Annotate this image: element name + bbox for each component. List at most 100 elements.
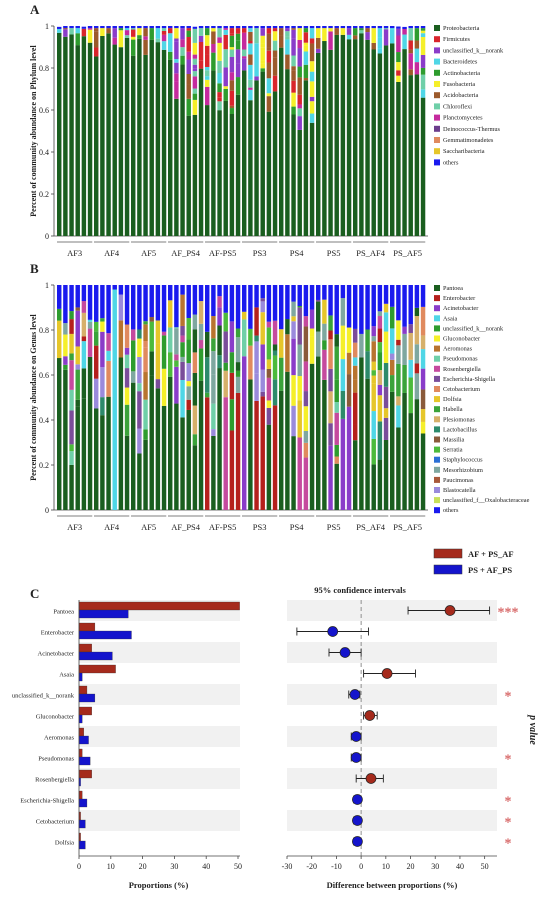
bar-segment: [106, 33, 111, 237]
ci-point: [350, 752, 362, 763]
ci-point: [350, 731, 362, 742]
bar-segment: [414, 285, 420, 308]
bar-segment: [408, 75, 413, 236]
bar-segment: [328, 330, 333, 340]
bar-segment: [402, 285, 407, 327]
bar-segment: [420, 36, 426, 55]
bar-segment: [118, 30, 124, 48]
bar-segment: [229, 90, 235, 106]
bar-segment: [118, 26, 124, 29]
y-tick-label: 0.4: [39, 148, 49, 157]
bar-segment: [248, 285, 253, 329]
bar-segment: [396, 52, 401, 63]
bar-af: [78, 727, 84, 737]
bar-segment: [242, 28, 247, 33]
bar-segment: [297, 94, 302, 105]
category-label: Acinetobacter: [38, 651, 75, 658]
bar-segment: [143, 347, 148, 373]
bar-segment: [396, 35, 401, 53]
bar-segment: [260, 298, 265, 302]
bar-segment: [198, 35, 204, 42]
ci-x-tick-label: 40: [456, 862, 464, 871]
bar-segment: [229, 372, 235, 400]
bar-segment: [174, 366, 179, 404]
significance-mark: ***: [498, 606, 519, 621]
bar-segment: [75, 310, 80, 347]
bar-segment: [242, 32, 247, 50]
bar-segment: [266, 359, 272, 369]
bar-segment: [186, 51, 191, 60]
legend-label: unclassified_f__Oxalobacteraceae: [443, 497, 530, 504]
bar-segment: [383, 285, 389, 304]
bar-segment: [211, 43, 216, 53]
bar-segment: [112, 26, 117, 29]
prop-x-tick-label: 20: [139, 862, 147, 871]
bar-segment: [81, 341, 87, 369]
bar-segment: [334, 34, 339, 237]
legend-swatch: [434, 69, 440, 76]
bar-segment: [75, 406, 80, 510]
bar-segment: [118, 320, 124, 358]
legend-label: PS + AF_PS: [468, 565, 512, 575]
bar-segment: [168, 26, 173, 29]
bar-segment: [223, 88, 228, 101]
bar-segment: [383, 439, 389, 510]
bar-segment: [155, 379, 161, 389]
bar-segment: [414, 40, 420, 49]
bar-segment: [155, 320, 161, 344]
bar-segment: [396, 339, 401, 346]
bar-segment: [420, 368, 426, 390]
bar-segment: [100, 26, 105, 29]
bar-segment: [303, 51, 309, 65]
bar-segment: [309, 122, 315, 236]
bar-segment: [69, 444, 74, 452]
bar-segment: [235, 337, 241, 363]
bar-segment: [137, 285, 142, 330]
bar-segment: [260, 60, 265, 64]
significance-mark: *: [505, 816, 512, 831]
legend-label: Dolfsia: [443, 396, 462, 403]
bar-segment: [205, 357, 210, 393]
legend-swatch: [434, 345, 440, 352]
bar-segment: [260, 344, 265, 370]
bar-segment: [371, 375, 376, 384]
bar-segment: [180, 39, 185, 48]
legend-swatch: [433, 548, 463, 559]
bar-segment: [242, 319, 247, 357]
bar-segment: [87, 319, 93, 322]
bar-segment: [161, 335, 167, 369]
legend-swatch: [434, 325, 440, 332]
bar-segment: [161, 28, 167, 31]
bar-segment: [168, 51, 173, 60]
bar-segment: [100, 415, 105, 510]
bar-segment: [69, 451, 74, 465]
y-tick-label: 0.8: [39, 326, 49, 335]
bar-segment: [285, 54, 290, 70]
bar-segment: [81, 285, 87, 302]
bar-segment: [272, 40, 278, 51]
ci-point: [352, 836, 363, 847]
bar-segment: [377, 352, 383, 371]
bar-af: [78, 664, 116, 674]
bar-segment: [316, 37, 321, 49]
bar-segment: [291, 38, 296, 56]
bar-segment: [235, 77, 241, 95]
bar-segment: [137, 26, 142, 29]
bar-segment: [143, 54, 148, 237]
row-band: [287, 726, 497, 747]
bar-segment: [266, 368, 272, 378]
bar-segment: [408, 69, 413, 76]
bar-segment: [75, 399, 80, 407]
bar-segment: [371, 26, 376, 29]
ci-point: [352, 794, 363, 805]
bar-segment: [198, 348, 204, 381]
ci-x-tick-label: -30: [282, 862, 293, 871]
bar-segment: [94, 331, 99, 346]
bar-af: [78, 769, 92, 779]
bar-segment: [235, 33, 241, 41]
bar-segment: [254, 43, 259, 60]
bar-segment: [229, 113, 235, 236]
bar-segment: [63, 369, 68, 510]
bar-segment: [254, 285, 259, 308]
